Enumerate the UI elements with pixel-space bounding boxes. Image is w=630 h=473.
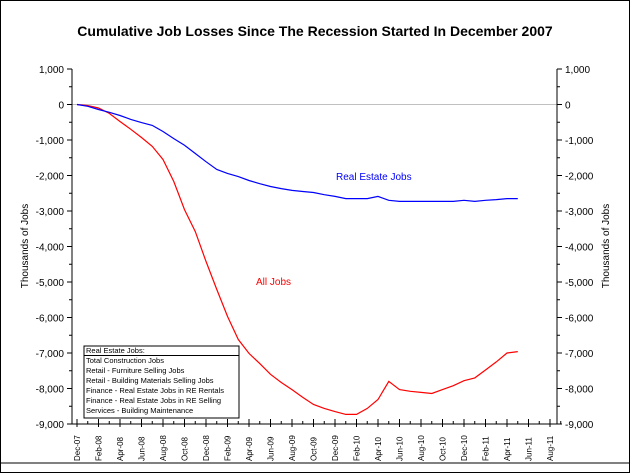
x-tick-label: Dec-10 [460, 435, 469, 461]
y-tick-label-left: -1,000 [36, 136, 65, 147]
x-tick-label: Apr-09 [245, 436, 254, 461]
x-tick-label: Aug-08 [159, 435, 168, 461]
y-tick-label-right: -4,000 [565, 243, 594, 254]
x-tick-label: Feb-11 [482, 436, 491, 461]
x-tick-label: Apr-11 [503, 437, 512, 461]
series-label-real-estate: Real Estate Jobs [336, 172, 412, 183]
y-tick-label-right: -3,000 [565, 207, 594, 218]
x-tick-label: Aug-11 [546, 435, 555, 461]
y-tick-label-right: 1,000 [565, 65, 590, 76]
x-tick-label: Oct-09 [310, 436, 319, 461]
x-tick-label: Apr-08 [116, 436, 125, 461]
legend-item: Finance - Real Estate Jobs in RE Rentals [86, 386, 224, 395]
legend-item: Total Construction Jobs [86, 356, 164, 365]
x-tick-label: Jun-10 [396, 436, 405, 461]
x-tick-label: Apr-10 [374, 436, 383, 461]
legend-item: Finance - Real Estate Jobs in RE Selling [86, 396, 221, 405]
y-tick-label-left: -5,000 [36, 278, 65, 289]
x-tick-label: Feb-10 [353, 435, 362, 461]
series-line-real-estate-jobs [76, 103, 518, 203]
series-label-all-jobs: All Jobs [256, 277, 291, 288]
y-axis-label-left: Thousands of Jobs [20, 204, 31, 289]
y-axis-label-right: Thousands of Jobs [601, 204, 612, 289]
series-line-all-jobs [76, 103, 518, 415]
y-tick-label-left: 1,000 [39, 65, 64, 76]
x-tick-label: Dec-08 [202, 435, 211, 461]
y-tick-label-left: -9,000 [36, 420, 65, 431]
x-tick-label: Aug-10 [417, 435, 426, 461]
y-tick-label-left: -2,000 [36, 172, 65, 183]
x-tick-label: Oct-10 [439, 436, 448, 461]
chart-title: Cumulative Job Losses Since The Recessio… [77, 23, 553, 39]
legend-title: Real Estate Jobs: [86, 346, 145, 355]
x-tick-label: Dec-09 [331, 435, 340, 461]
y-tick-label-right: -9,000 [565, 420, 594, 431]
legend-box: Real Estate Jobs: Total Construction Job… [83, 345, 240, 419]
legend-item: Retail - Furniture Selling Jobs [86, 366, 185, 375]
x-tick-label: Feb-08 [95, 435, 104, 461]
y-tick-label-left: -6,000 [36, 314, 65, 325]
y-tick-label-left: -3,000 [36, 207, 65, 218]
y-tick-label-right: -7,000 [565, 349, 594, 360]
x-tick-label: Aug-09 [288, 435, 297, 461]
x-tick-label: Jun-09 [267, 436, 276, 461]
y-tick-label-left: -7,000 [36, 349, 65, 360]
x-tick-label: Dec-07 [73, 435, 82, 461]
y-tick-label-right: -6,000 [565, 314, 594, 325]
x-tick-label: Jun-11 [525, 437, 534, 461]
y-tick-label-left: -4,000 [36, 243, 65, 254]
y-tick-label-right: -5,000 [565, 278, 594, 289]
y-tick-label-right: -2,000 [565, 172, 594, 183]
y-tick-label-left: -8,000 [36, 385, 65, 396]
y-tick-label-right: -1,000 [565, 136, 594, 147]
x-tick-label: Jun-08 [138, 436, 147, 461]
y-tick-label-left: 0 [58, 101, 64, 112]
y-tick-label-right: -8,000 [565, 385, 594, 396]
legend-item: Retail - Building Materials Selling Jobs [86, 376, 214, 385]
x-tick-label: Oct-08 [181, 436, 190, 461]
y-tick-label-right: 0 [565, 101, 571, 112]
x-tick-label: Feb-09 [224, 435, 233, 461]
legend-item: Services - Building Maintenance [86, 406, 193, 415]
